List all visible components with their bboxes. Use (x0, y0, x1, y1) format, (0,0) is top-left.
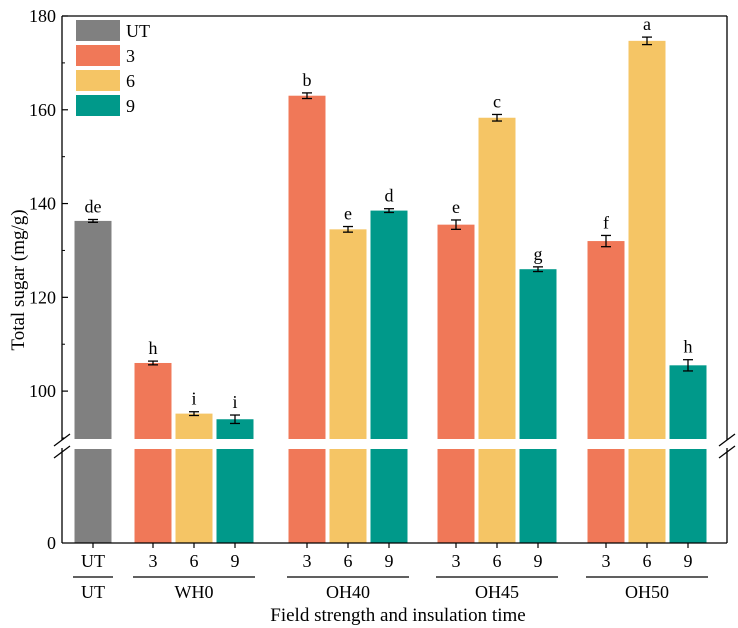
legend-label: 9 (126, 96, 135, 116)
error-bar (492, 113, 502, 122)
x-tick-label: 3 (452, 551, 461, 571)
bar (329, 229, 367, 543)
legend-swatch (76, 20, 120, 41)
bar (519, 269, 557, 543)
significance-letter: g (534, 244, 543, 264)
error-bar (343, 225, 353, 233)
significance-letter: h (684, 337, 693, 357)
error-bar (230, 414, 240, 425)
x-tick-label: 9 (231, 551, 240, 571)
error-bar (384, 208, 394, 214)
x-tick-label: 9 (684, 551, 693, 571)
legend: UT 3 6 9 (76, 20, 150, 116)
significance-letter: c (493, 91, 501, 111)
x-tick-label: 9 (534, 551, 543, 571)
error-bar (451, 219, 461, 230)
y-tick-label: 120 (29, 287, 56, 307)
significance-letter: e (344, 204, 352, 224)
y-tick-label: 180 (29, 6, 56, 26)
x-tick-label: 9 (385, 551, 394, 571)
bar (134, 362, 172, 543)
y-tick-label: 100 (29, 381, 56, 401)
error-bar (148, 360, 158, 366)
bar (437, 224, 475, 543)
x-tick-label: 6 (190, 551, 199, 571)
group-label: OH45 (475, 582, 519, 602)
x-tick-label: UT (81, 551, 105, 571)
significance-letter: h (149, 338, 158, 358)
significance-letter: b (303, 70, 312, 90)
legend-swatch (76, 45, 120, 66)
x-tick-label: 3 (303, 551, 312, 571)
bar (669, 365, 707, 543)
bar (628, 40, 666, 544)
bar (216, 419, 254, 543)
error-bar (642, 36, 652, 46)
x-axis-label: Field strength and insulation time (270, 605, 525, 626)
x-tick-label: 6 (643, 551, 652, 571)
bar (370, 210, 408, 544)
significance-letter: de (85, 196, 102, 216)
significance-letter: a (643, 14, 651, 34)
error-bar (683, 359, 693, 372)
bar (587, 241, 625, 544)
legend-label: 6 (126, 71, 135, 91)
axis-break-band (63, 439, 726, 449)
error-bar (88, 218, 98, 223)
legend-label: 3 (126, 46, 135, 66)
significance-letter: i (191, 389, 196, 409)
x-tick-label: 6 (493, 551, 502, 571)
y-tick-label: 0 (47, 533, 56, 553)
group-label: WH0 (175, 582, 214, 602)
legend-swatch (76, 95, 120, 116)
x-tick-label: 6 (344, 551, 353, 571)
error-bar (189, 411, 199, 417)
significance-letter: i (232, 392, 237, 412)
significance-letter: e (452, 197, 460, 217)
error-bar (601, 234, 611, 248)
x-tick-label: 3 (149, 551, 158, 571)
y-tick-label: 140 (29, 194, 56, 214)
legend-label: UT (126, 21, 150, 41)
significance-letter: f (603, 212, 609, 232)
bar (288, 95, 326, 543)
group-label: OH50 (625, 582, 669, 602)
error-bar (302, 92, 312, 100)
x-tick-label: 3 (602, 551, 611, 571)
significance-letter: d (385, 186, 394, 206)
y-axis-label: Total sugar (mg/g) (8, 209, 29, 350)
y-tick-label: 160 (29, 100, 56, 120)
error-bar (533, 266, 543, 273)
legend-swatch (76, 70, 120, 91)
group-label: OH40 (326, 582, 370, 602)
bar (175, 413, 213, 543)
bar (478, 117, 516, 543)
bar (74, 220, 112, 543)
group-label: UT (81, 582, 105, 602)
axes-layer: UT 3 6 9 3 6 9 3 6 9 3 6 9 100 120 140 160 180 0 UT WH0 OH40 O… (29, 6, 728, 602)
